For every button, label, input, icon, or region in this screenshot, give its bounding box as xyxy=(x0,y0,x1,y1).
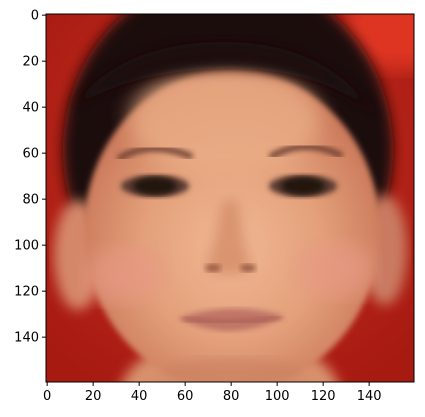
x-tick-label: 60 xyxy=(177,389,194,404)
x-tick-label: 100 xyxy=(265,389,290,404)
x-tick-label: 140 xyxy=(357,389,382,404)
y-tick-label: 60 xyxy=(22,147,39,162)
x-tick-label: 0 xyxy=(43,389,51,404)
x-tick-label: 40 xyxy=(131,389,148,404)
y-tick-label: 20 xyxy=(22,55,39,70)
y-tick-label: 140 xyxy=(14,331,39,346)
y-tick-label: 40 xyxy=(22,101,39,116)
x-tick-label: 20 xyxy=(85,389,102,404)
x-tick-label: 120 xyxy=(311,389,336,404)
x-tick-label: 80 xyxy=(223,389,240,404)
x-axis: 0 20 40 60 80 100 120 140 xyxy=(43,382,382,404)
y-axis: 0 20 40 60 80 100 120 140 xyxy=(14,9,46,346)
y-tick-label: 100 xyxy=(14,239,39,254)
face-photo xyxy=(46,14,414,382)
axes-frame xyxy=(45,13,415,383)
y-tick-label: 0 xyxy=(31,9,39,24)
y-tick-label: 80 xyxy=(22,193,39,208)
y-tick-label: 120 xyxy=(14,285,39,300)
